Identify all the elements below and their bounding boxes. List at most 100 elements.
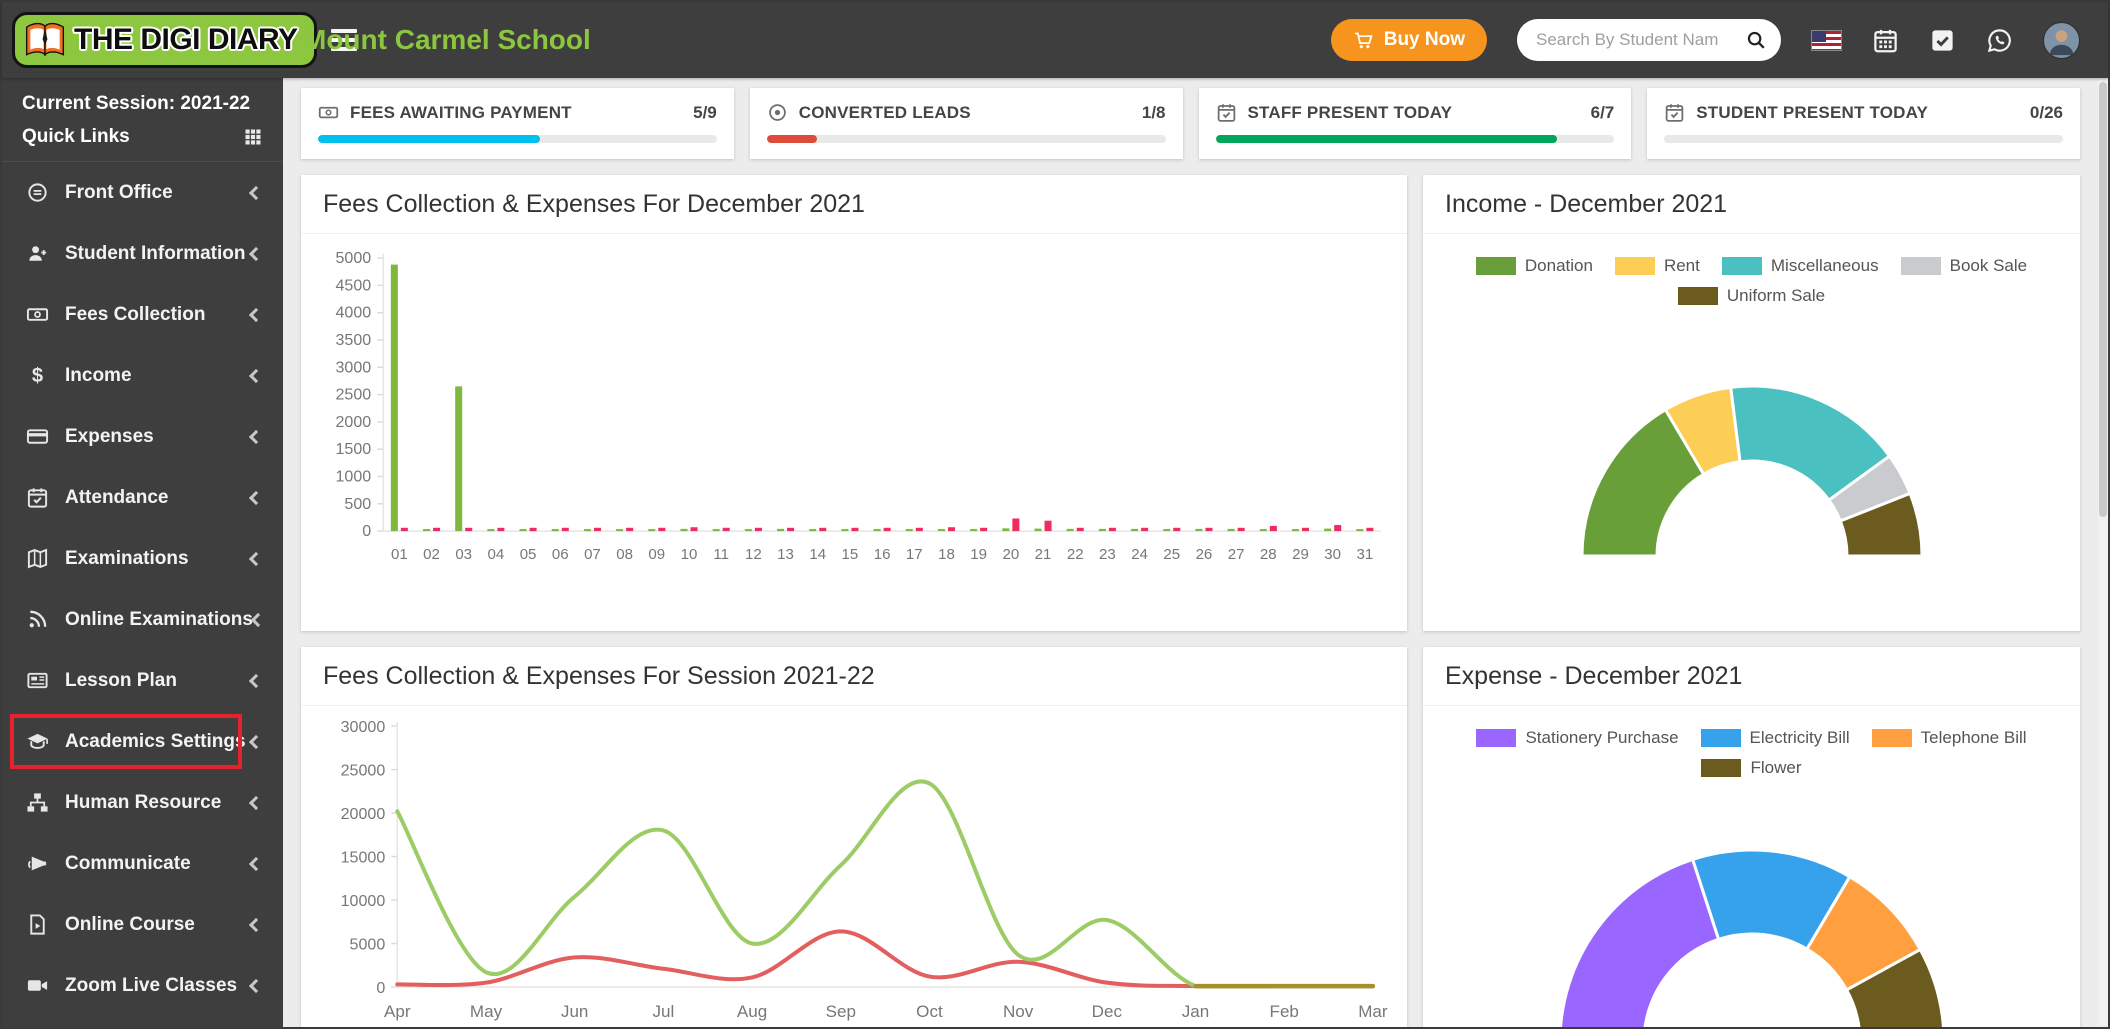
svg-text:28: 28 (1260, 546, 1277, 563)
sidebar-item-online-course[interactable]: Online Course (2, 894, 283, 955)
svg-text:1000: 1000 (335, 467, 371, 485)
search-input[interactable] (1536, 30, 1745, 50)
card-title: Expense - December 2021 (1445, 662, 1743, 690)
whatsapp-icon[interactable] (1986, 27, 2013, 54)
user-plus-icon (26, 242, 49, 265)
fees-expenses-december-card: Fees Collection & Expenses For December … (301, 175, 1407, 631)
chevron-left-icon (248, 673, 264, 688)
us-flag-icon[interactable] (1811, 29, 1842, 51)
sidebar-item-label: Zoom Live Classes (65, 974, 238, 996)
legend-item-rent[interactable]: Rent (1614, 256, 1700, 276)
scrollbar-thumb[interactable] (2099, 82, 2107, 517)
calendar-icon[interactable] (1872, 27, 1899, 54)
legend-item-book-sale[interactable]: Book Sale (1900, 256, 2027, 276)
sidebar-item-lesson-plan[interactable]: Lesson Plan (2, 650, 283, 711)
sidebar-item-human-resource[interactable]: Human Resource (2, 772, 283, 833)
quick-links-label: Quick Links (22, 126, 130, 147)
search-icon[interactable] (1745, 29, 1767, 51)
quick-links[interactable]: Quick Links (2, 117, 283, 162)
sidebar-item-income[interactable]: Income (2, 345, 283, 406)
legend-swatch (1476, 729, 1517, 747)
legend-item-miscellaneous[interactable]: Miscellaneous (1721, 256, 1879, 276)
legend-item-uniform-sale[interactable]: Uniform Sale (1677, 286, 1825, 306)
sidebar-item-label: Fees Collection (65, 303, 206, 325)
calendar-check-icon (1664, 102, 1685, 123)
svg-text:22: 22 (1067, 546, 1084, 563)
legend-item-electricity-bill[interactable]: Electricity Bill (1700, 728, 1850, 748)
legend-item-donation[interactable]: Donation (1475, 256, 1593, 276)
check-square-icon[interactable] (1929, 27, 1956, 54)
svg-text:Apr: Apr (384, 1002, 411, 1021)
stat-progress (1664, 135, 2063, 143)
svg-text:Dec: Dec (1092, 1002, 1123, 1021)
legend-label: Miscellaneous (1770, 256, 1879, 275)
stat-card-fees-awaiting-payment: FEES AWAITING PAYMENT 5/9 (301, 88, 734, 159)
svg-text:14: 14 (809, 546, 826, 563)
chevron-left-icon (248, 795, 264, 810)
svg-text:25: 25 (1163, 546, 1180, 563)
sidebar-item-smart-live-classes[interactable]: Smart Live Classes (2, 1016, 283, 1027)
calendar-check-icon (1216, 102, 1237, 123)
calendar-check-icon (26, 486, 49, 509)
header-actions: Buy Now (1330, 19, 2108, 61)
svg-text:Feb: Feb (1270, 1002, 1299, 1021)
svg-text:12: 12 (745, 546, 762, 563)
legend-item-flower[interactable]: Flower (1701, 758, 1802, 778)
svg-text:04: 04 (488, 546, 505, 563)
stat-label: STUDENT PRESENT TODAY (1696, 102, 1929, 122)
sitemap-icon (26, 791, 49, 814)
svg-text:2500: 2500 (335, 386, 371, 404)
sidebar-item-online-examinations[interactable]: Online Examinations (2, 589, 283, 650)
income-december-card: Income - December 2021 Donation Rent Misce… (1423, 175, 2080, 631)
bullhorn-icon (26, 852, 49, 875)
sidebar-item-zoom-live-classes[interactable]: Zoom Live Classes (2, 955, 283, 1016)
top-header: THE DIGI DIARY Mount Carmel School Buy N… (2, 2, 2108, 78)
file-video-icon (26, 913, 49, 936)
cart-icon (1353, 30, 1374, 51)
svg-text:10: 10 (681, 546, 698, 563)
chevron-left-icon (248, 429, 264, 444)
svg-text:17: 17 (906, 546, 923, 563)
sidebar-item-student-information[interactable]: Student Information (2, 223, 283, 284)
svg-text:3000: 3000 (335, 358, 371, 376)
svg-text:5000: 5000 (350, 936, 386, 954)
stat-label: FEES AWAITING PAYMENT (350, 102, 572, 122)
buy-now-button[interactable]: Buy Now (1330, 19, 1487, 61)
card-title: Income - December 2021 (1445, 190, 1728, 218)
sidebar-item-attendance[interactable]: Attendance (2, 467, 283, 528)
sidebar-item-fees-collection[interactable]: Fees Collection (2, 284, 283, 345)
sidebar-toggle-icon[interactable] (330, 29, 357, 51)
donut-slice-flower (1844, 947, 1945, 1027)
svg-text:Aug: Aug (737, 1002, 767, 1021)
chevron-left-icon (248, 490, 264, 505)
svg-text:08: 08 (616, 546, 633, 563)
app-logo[interactable]: THE DIGI DIARY (12, 12, 317, 68)
svg-text:Nov: Nov (1003, 1002, 1034, 1021)
sidebar-item-expenses[interactable]: Expenses (2, 406, 283, 467)
charts-grid: Fees Collection & Expenses For December … (301, 175, 2080, 1027)
sidebar-item-examinations[interactable]: Examinations (2, 528, 283, 589)
sidebar-item-label: Examinations (65, 547, 189, 569)
legend-label: Telephone Bill (1920, 728, 2027, 747)
svg-text:31: 31 (1356, 546, 1373, 563)
current-session-label: Current Session: 2021-22 (22, 93, 251, 114)
dollar-icon (26, 364, 49, 387)
legend-item-telephone-bill[interactable]: Telephone Bill (1871, 728, 2027, 748)
sidebar-item-front-office[interactable]: Front Office (2, 162, 283, 223)
sidebar-nav: Front Office Student Information Fees Coll… (2, 162, 283, 1027)
logo-text: THE DIGI DIARY (74, 23, 298, 56)
legend-item-stationery-purchase[interactable]: Stationery Purchase (1476, 728, 1679, 748)
legend-swatch (1677, 287, 1718, 305)
legend-swatch (1700, 729, 1741, 747)
sidebar-item-communicate[interactable]: Communicate (2, 833, 283, 894)
sidebar: Current Session: 2021-22 Quick Links Fro… (2, 78, 283, 1027)
avatar[interactable] (2043, 21, 2080, 59)
svg-text:19: 19 (970, 546, 987, 563)
svg-text:01: 01 (391, 546, 408, 563)
credit-card-icon (26, 425, 49, 448)
svg-text:02: 02 (423, 546, 440, 563)
svg-text:20000: 20000 (341, 805, 386, 823)
stat-progress (318, 135, 717, 143)
sidebar-item-label: Front Office (65, 181, 173, 203)
sidebar-item-academics-settings[interactable]: Academics Settings (2, 711, 283, 772)
